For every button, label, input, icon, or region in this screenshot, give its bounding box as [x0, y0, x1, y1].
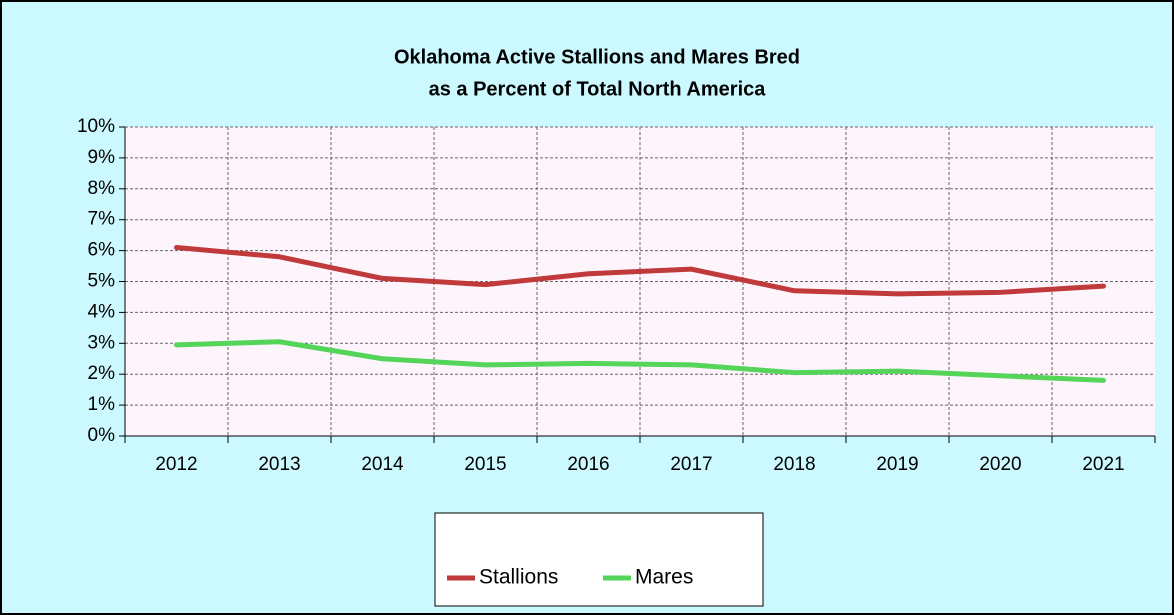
legend-box [434, 512, 764, 607]
legend-label: Stallions [479, 566, 558, 589]
y-tick-label: 5% [88, 271, 116, 292]
chart-title: Oklahoma Active Stallions and Mares Bred [394, 46, 800, 68]
y-tick-label: 8% [88, 178, 116, 199]
x-tick-label: 2019 [876, 454, 918, 475]
x-tick-label: 2014 [361, 454, 404, 475]
x-tick-label: 2012 [155, 454, 197, 475]
y-tick-label: 3% [88, 332, 116, 353]
y-tick-label: 1% [88, 394, 116, 415]
x-tick-label: 2016 [567, 454, 609, 475]
x-tick-label: 2020 [979, 454, 1021, 475]
y-tick-label: 9% [88, 147, 116, 168]
x-tick-label: 2013 [258, 454, 300, 475]
y-tick-label: 4% [88, 301, 116, 322]
y-tick-label: 7% [88, 209, 116, 230]
y-tick-label: 10% [77, 116, 115, 137]
chart-title: as a Percent of Total North America [429, 78, 767, 100]
line-series [174, 245, 1106, 297]
x-tick-label: 2021 [1082, 454, 1124, 475]
y-tick-label: 2% [88, 363, 116, 384]
x-tick-label: 2017 [670, 454, 712, 475]
x-tick-label: 2015 [464, 454, 506, 475]
y-tick-label: 0% [88, 425, 116, 446]
line-series [174, 339, 1106, 383]
y-tick-label: 6% [88, 240, 116, 261]
legend-label: Mares [635, 566, 693, 589]
x-tick-label: 2018 [773, 454, 815, 475]
